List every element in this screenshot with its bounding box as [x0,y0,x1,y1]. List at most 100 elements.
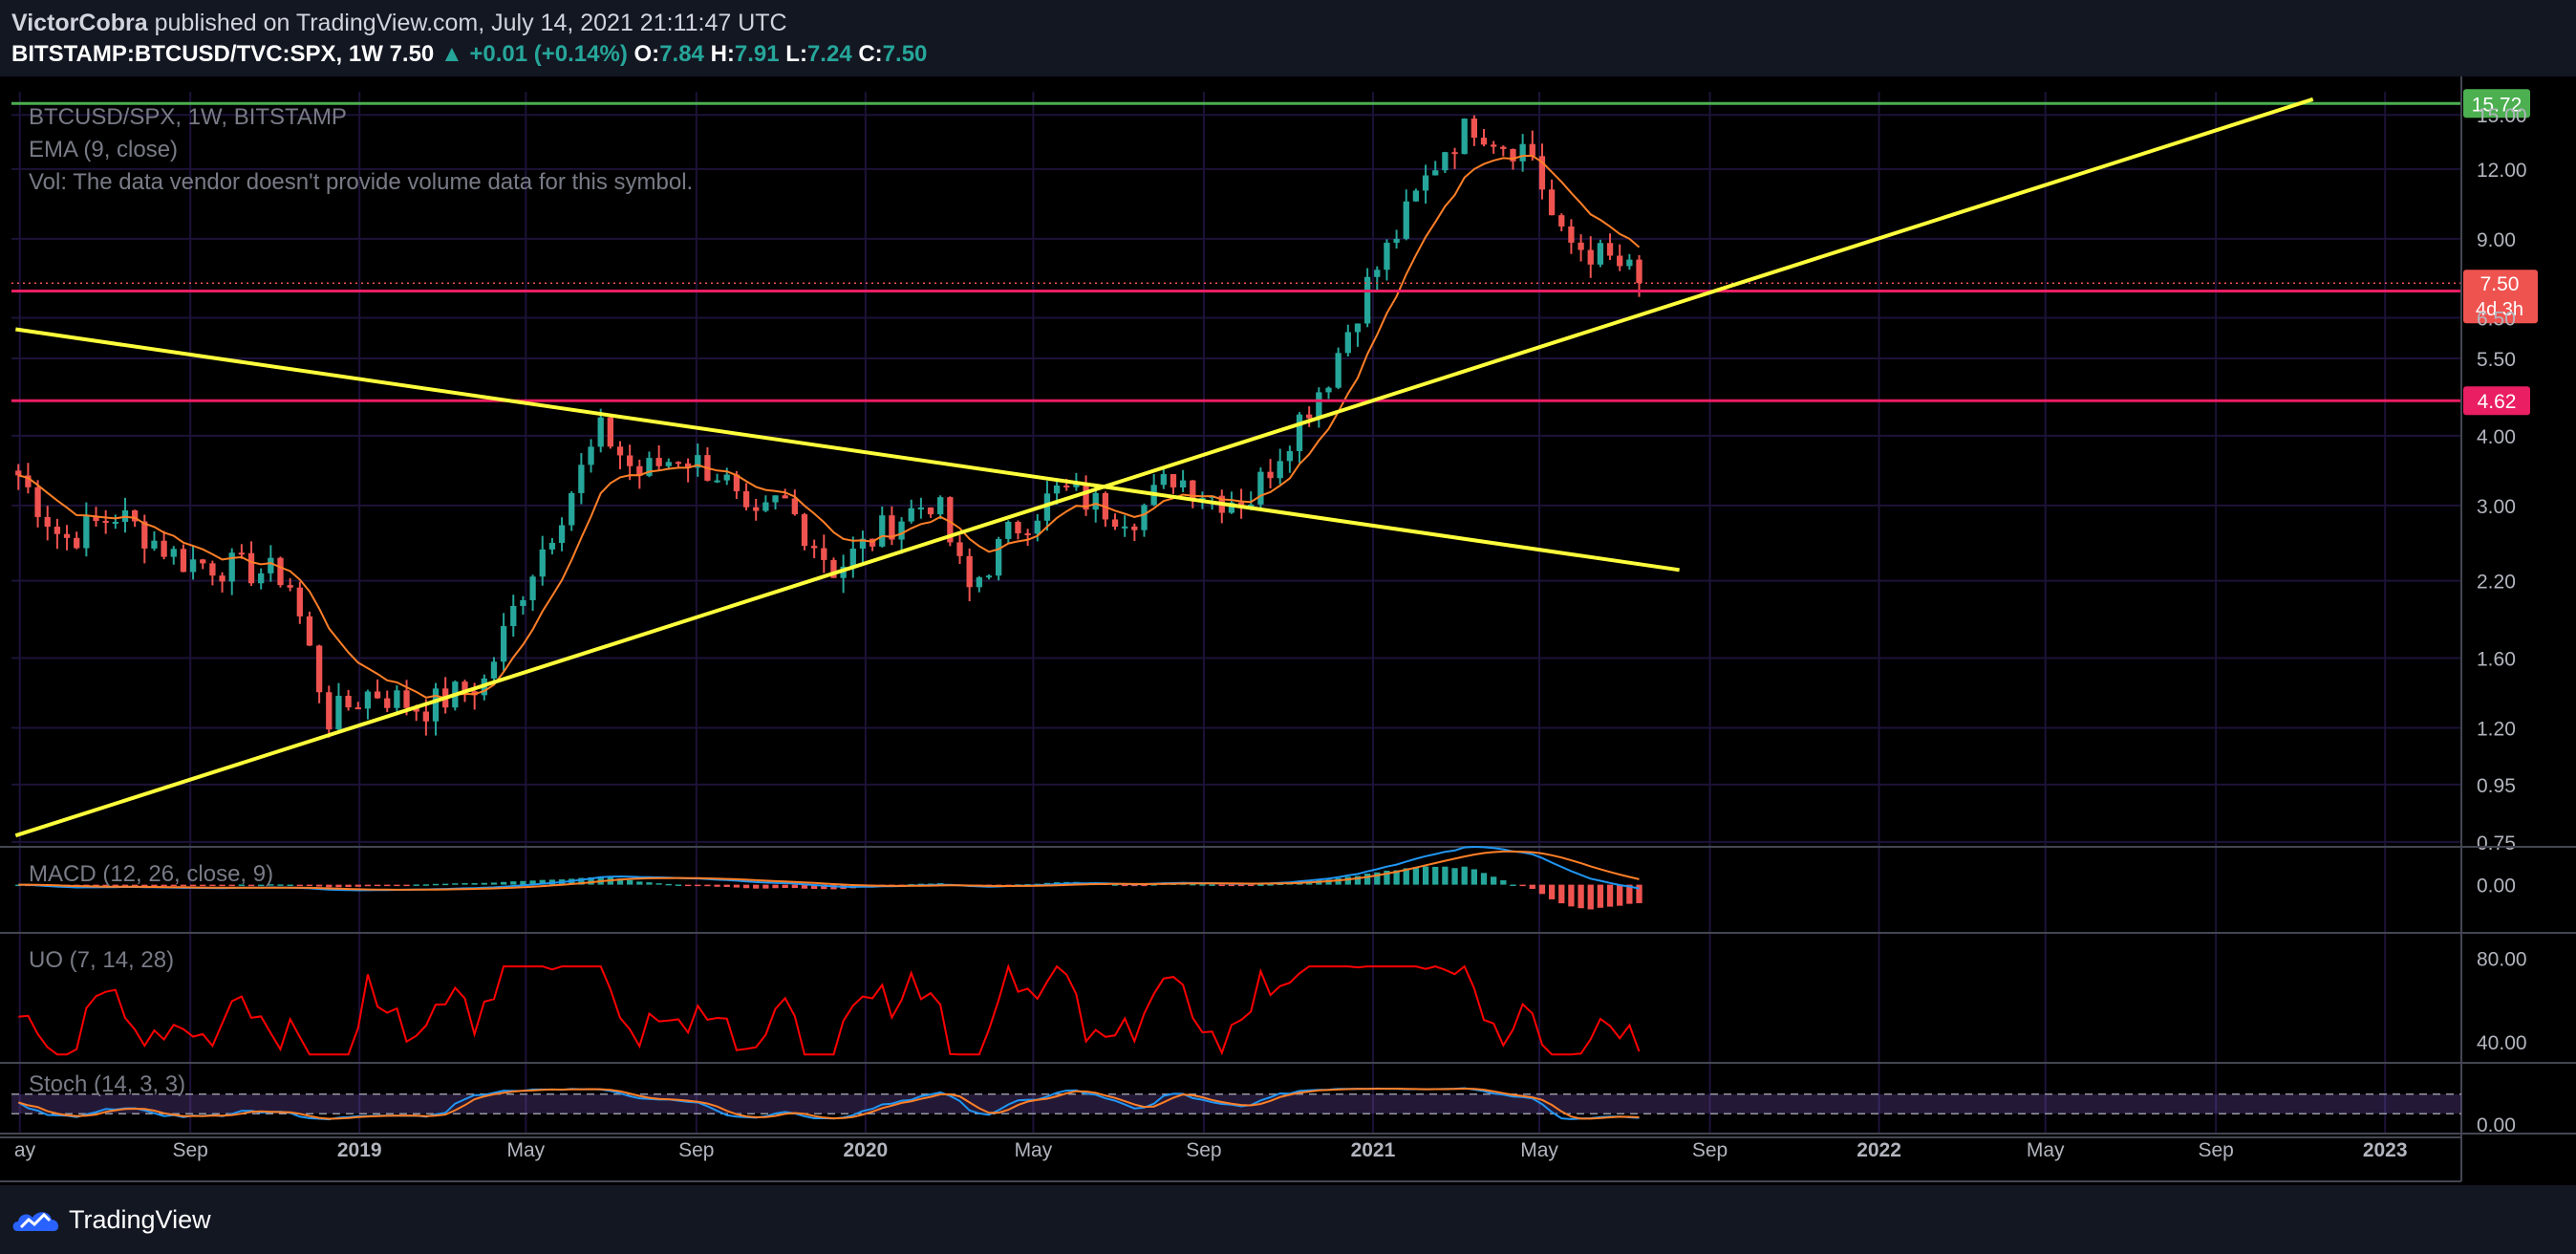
candle-body [1403,201,1409,239]
candle-body [1005,522,1012,539]
candle-body [1024,532,1031,535]
candle-body [228,552,235,582]
time-tick-label: Sep [172,1139,207,1161]
time-tick-label: Sep [1692,1139,1728,1161]
candle-body [1131,526,1138,530]
candles-group [15,115,1642,738]
candle-body [1393,238,1400,243]
candle-body [879,515,886,547]
macd-histogram-bar [345,884,352,888]
candle-body [908,508,914,522]
macd-histogram-bar [684,884,692,887]
time-tick-label: 2023 [2363,1139,2408,1161]
level-price-tag [2463,386,2530,416]
candle-body [364,691,372,709]
candle-body [1160,474,1167,486]
candle-body [1363,276,1371,324]
macd-histogram-bar [141,884,148,887]
macd-histogram-bar [636,881,643,885]
candle-body [976,577,982,588]
price-tick-label: 1.60 [2477,648,2516,670]
symbol-label[interactable]: BITSTAMP:BTCUSD/TVC:SPX, 1W [11,41,383,67]
macd-histogram-bar [1587,884,1594,910]
candle-body [714,480,720,483]
candle-body [985,575,993,578]
candle-body [1111,519,1119,528]
candle-body [588,446,594,465]
macd-histogram-bar [695,884,701,887]
time-tick-label: 2019 [337,1139,382,1161]
macd-histogram-bar [1257,884,1264,886]
time-tick-label: Sep [678,1139,714,1161]
candle-body [1122,526,1128,529]
macd-histogram-bar [1500,879,1507,885]
candle-body [869,538,876,547]
candle-body [180,549,187,573]
macd-histogram-bar [462,883,468,885]
candle-body [636,465,643,476]
candle-body [462,681,468,692]
candle-body [1451,152,1458,155]
macd-histogram-bar [93,884,99,887]
publish-info: VictorCobra published on TradingView.com… [11,10,787,37]
macd-histogram-bar [1209,884,1215,886]
macd-histogram-bar [665,883,672,886]
candle-body [287,585,293,588]
candle-body [772,495,779,503]
author-name[interactable]: VictorCobra [11,10,148,36]
candle-body [1636,259,1642,284]
open-value: 7.84 [659,41,704,67]
time-tick-label: May [506,1139,545,1161]
candle-body [1015,522,1021,533]
macd-histogram-bar [121,884,129,887]
macd-histogram-bar [1491,876,1497,885]
uo-tick-label: 40.00 [2477,1032,2527,1054]
change-text: +0.01 (+0.14%) [469,41,628,67]
candle-body [1170,474,1177,488]
candle-body [151,540,158,549]
candle-body [782,495,788,499]
candle-body [1422,175,1429,191]
macd-histogram-bar [354,884,361,887]
candle-body [675,462,682,465]
candle-body [947,497,954,543]
candle-body [1480,138,1488,145]
candle-body [607,417,614,447]
macd-histogram-bar [268,884,274,886]
macd-histogram-bar [1422,866,1429,885]
candle-body [335,695,342,730]
candle-body [1626,259,1633,267]
macd-histogram-bar [1267,884,1274,886]
close-label: C: [858,41,883,67]
candle-body [1179,480,1187,488]
macd-histogram-bar [1403,868,1409,885]
macd-histogram-bar [364,884,372,887]
macd-histogram-bar [655,883,662,885]
macd-histogram-bar [432,883,440,886]
candle-body [889,515,895,540]
macd-histogram-bar [1393,870,1400,885]
trendline-ascending [14,97,2314,838]
tradingview-cloud-icon [12,1212,59,1231]
macd-histogram-bar [15,884,22,887]
price-tick-label: 1.20 [2477,719,2516,741]
candle-body [384,698,391,708]
candle-body [937,497,944,515]
main-legend-line: EMA (9, close) [29,137,178,162]
macd-histogram-bar [616,878,624,885]
tradingview-logo[interactable]: TradingView [11,1200,211,1239]
macd-histogram-bar [1141,884,1148,887]
macd-histogram-bar [1335,877,1342,885]
macd-histogram-bar [1325,879,1332,885]
candle-body [840,566,847,578]
brand-text: TradingView [69,1204,211,1234]
candle-body [102,520,109,523]
candle-body [1587,249,1594,265]
candle-body [742,490,750,508]
macd-histogram-bar [1412,867,1420,885]
macd-histogram-bar [1626,884,1633,904]
macd-histogram-bar [1442,866,1449,885]
macd-histogram-bar [1248,884,1255,887]
macd-histogram-bar [753,884,760,889]
